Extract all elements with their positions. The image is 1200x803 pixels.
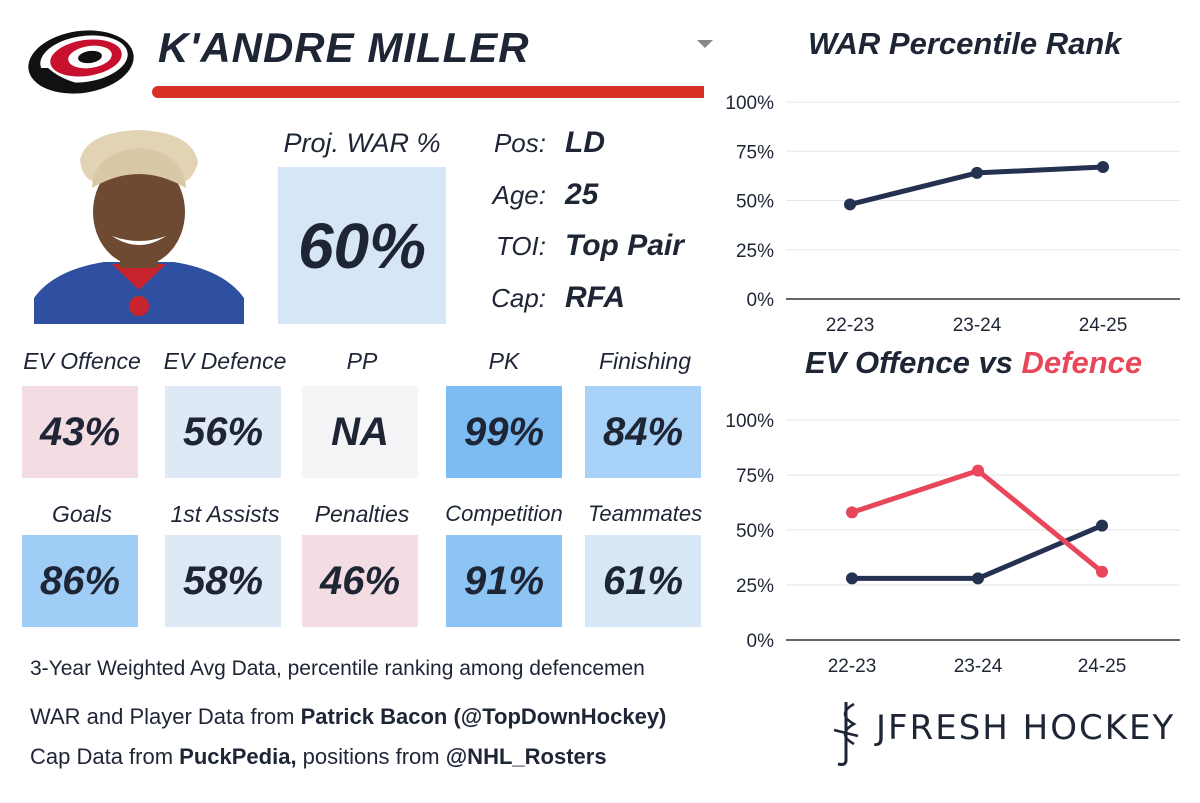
chart2-xtick-label: 24-25: [1078, 656, 1127, 677]
chart1-data-point: [971, 166, 983, 179]
tile-ev-offence: 43%: [22, 386, 138, 478]
chart2-ytick-label: 25%: [736, 576, 774, 597]
chart1-ytick-label: 0%: [747, 290, 775, 311]
chart2-data-point: [846, 506, 858, 519]
war-percentile-chart: 0% 25% 50% 75% 100% 22-23 23-24 24-25: [725, 93, 1180, 336]
note-methodology: 3-Year Weighted Avg Data, percentile ran…: [30, 657, 645, 680]
info-label-cap: Cap:: [491, 283, 546, 313]
chart2-ytick-label: 50%: [736, 521, 774, 542]
tile-penalties: 46%: [302, 535, 418, 627]
tile-goals: 86%: [22, 535, 138, 627]
tile-ev-defence: 56%: [165, 386, 281, 478]
proj-war-value: 60%: [278, 167, 446, 324]
tile-teammates: 61%: [585, 535, 701, 627]
chart2-ytick-label: 0%: [747, 631, 775, 652]
tile-label-pp: PP: [346, 348, 378, 374]
tile-finishing: 84%: [585, 386, 701, 478]
tile-pp: NA: [302, 386, 418, 478]
chart1-ytick-label: 75%: [736, 142, 774, 163]
note-cap-source-mid: positions from: [296, 744, 446, 769]
chart2-title: EV Offence vs Defence: [805, 345, 1142, 381]
chart2-ytick-label: 100%: [725, 411, 774, 432]
info-label-toi: TOI:: [495, 231, 546, 261]
chart2-xtick-label: 23-24: [954, 656, 1003, 677]
chart1-ytick-label: 100%: [725, 93, 774, 114]
chart2-series-line-1: [851, 468, 1104, 574]
tile-label-pk: PK: [488, 348, 520, 374]
note-war-source: WAR and Player Data from Patrick Bacon (…: [30, 704, 666, 730]
hurricanes-logo-icon: [28, 30, 134, 94]
chart2-data-point: [972, 572, 984, 585]
chart2-data-point: [972, 464, 984, 477]
tile-label-teammates: Teammates: [587, 501, 703, 526]
info-value-cap: RFA: [565, 281, 625, 314]
tile-label-competition: Competition: [445, 501, 563, 526]
info-value-toi: Top Pair: [565, 229, 684, 262]
chart1-xtick-label: 23-24: [953, 315, 1002, 336]
tile-1st-assists: 58%: [165, 535, 281, 627]
header-divider: [152, 86, 704, 98]
chart1-ytick-label: 50%: [736, 192, 774, 213]
proj-war-label: Proj. WAR %: [283, 128, 441, 158]
info-value-pos: LD: [565, 126, 605, 159]
chart2-title-vs: vs: [969, 345, 1022, 380]
chart2-xtick-label: 22-23: [828, 656, 877, 677]
tile-label-penalties: Penalties: [314, 501, 410, 527]
tile-label-ev-offence: EV Offence: [23, 348, 141, 374]
tile-pk: 99%: [446, 386, 562, 478]
brand-name: JFRESH HOCKEY: [876, 708, 1176, 748]
jfresh-hockey-logo-icon: [833, 702, 859, 766]
chart1-title: WAR Percentile Rank: [808, 26, 1122, 61]
chart2-ytick-label: 75%: [736, 466, 774, 487]
chart2-title-defence: Defence: [1021, 345, 1143, 380]
note-war-source-credit: Patrick Bacon (@TopDownHockey): [300, 704, 667, 729]
info-label-age: Age:: [492, 180, 547, 210]
tile-label-1st-assists: 1st Assists: [170, 501, 280, 527]
note-war-source-prefix: WAR and Player Data from: [30, 704, 301, 729]
tile-label-ev-defence: EV Defence: [163, 348, 287, 374]
chart1-xtick-label: 22-23: [826, 315, 875, 336]
ev-offence-vs-defence-chart: 0% 25% 50% 75% 100% 22-23 23-24 24-25: [725, 411, 1180, 677]
note-positions-credit: @NHL_Rosters: [445, 744, 607, 769]
chart1-data-point: [1097, 161, 1109, 174]
tile-label-finishing: Finishing: [598, 348, 692, 374]
tile-competition: 91%: [446, 535, 562, 627]
info-label-pos: Pos:: [493, 128, 546, 158]
chevron-down-icon[interactable]: [697, 40, 713, 48]
chart1-ytick-label: 25%: [736, 241, 774, 262]
chart2-data-point: [846, 572, 858, 585]
note-cap-source-credit: PuckPedia,: [179, 744, 297, 769]
info-value-age: 25: [565, 178, 599, 211]
chart2-data-point: [1096, 519, 1108, 532]
chart2-data-point: [1096, 565, 1108, 578]
chart1-xtick-label: 24-25: [1079, 315, 1128, 336]
note-cap-source-prefix: Cap Data from: [30, 744, 180, 769]
player-photo: [34, 130, 244, 324]
chart1-data-point: [844, 198, 856, 211]
note-cap-source: Cap Data from PuckPedia, positions from …: [30, 744, 607, 770]
chart2-title-offence: EV Offence: [805, 345, 970, 380]
chart2-series-line-0: [852, 523, 1103, 581]
player-name: K'ANDRE MILLER: [158, 24, 530, 71]
tile-label-goals: Goals: [51, 501, 113, 527]
